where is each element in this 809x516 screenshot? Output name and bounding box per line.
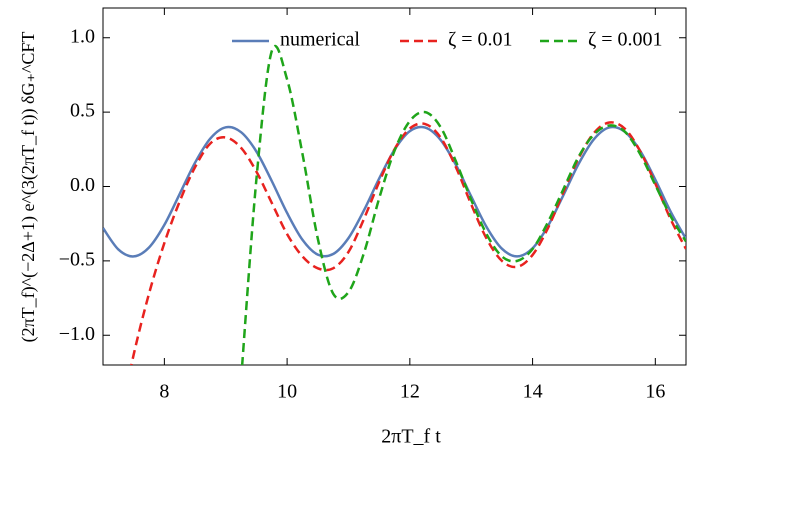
y-tick-label: −1.0: [59, 323, 95, 345]
x-tick-label: 14: [523, 381, 543, 403]
plot-frame: [102, 7, 687, 366]
series-line: [240, 44, 686, 365]
y-axis-label: (2πT_f)^(−2Δ+1) e^(3(2πT_f t)) δG₊^CFT: [18, 32, 39, 343]
legend-label: ζ = 0.01: [448, 29, 513, 51]
plot-lines: [103, 44, 686, 365]
x-tick-label: 8: [159, 381, 169, 403]
y-tick-label: 0.0: [70, 174, 95, 196]
series-line: [103, 125, 686, 258]
legend-label: numerical: [280, 29, 360, 51]
x-tick-label: 16: [645, 381, 665, 403]
series-line: [130, 121, 686, 365]
y-tick-label: 1.0: [70, 25, 95, 47]
y-tick-label: −0.5: [59, 248, 95, 270]
x-tick-label: 12: [400, 381, 420, 403]
y-tick-label: 0.5: [70, 100, 95, 122]
x-tick-label: 10: [277, 381, 297, 403]
legend-label: ζ = 0.001: [588, 29, 663, 51]
x-axis-label: 2πT_f t: [381, 426, 441, 448]
